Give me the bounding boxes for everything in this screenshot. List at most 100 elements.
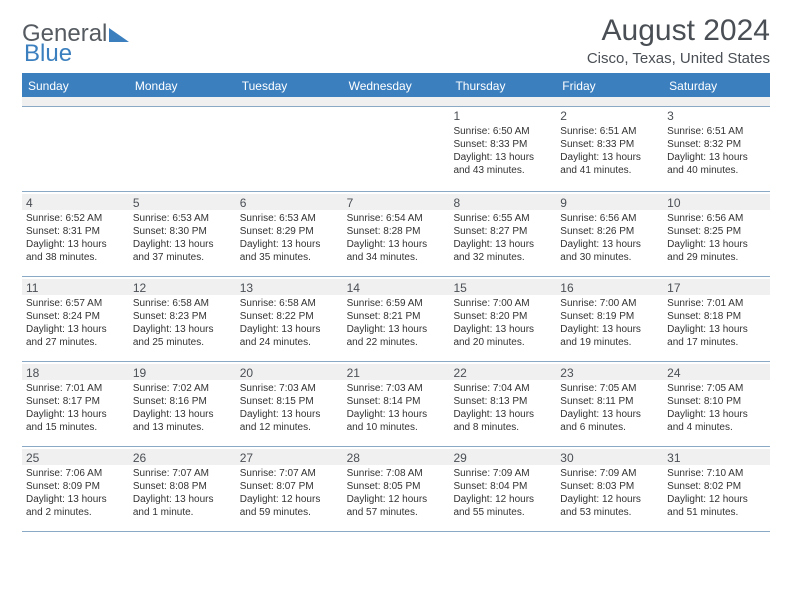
day-number: 19 [129, 364, 236, 380]
calendar-day: 25 Sunrise: 7:06 AMSunset: 8:09 PMDayligh… [22, 447, 129, 531]
calendar-day: 26 Sunrise: 7:07 AMSunset: 8:08 PMDayligh… [129, 447, 236, 531]
calendar-day: 5 Sunrise: 6:53 AMSunset: 8:30 PMDaylight… [129, 192, 236, 276]
day-number: 31 [663, 449, 770, 465]
day-info: Sunrise: 7:00 AMSunset: 8:20 PMDaylight:… [453, 297, 552, 349]
logo-triangle-icon [109, 28, 129, 42]
calendar-week: 18 Sunrise: 7:01 AMSunset: 8:17 PMDayligh… [22, 362, 770, 447]
calendar-day: 31 Sunrise: 7:10 AMSunset: 8:02 PMDayligh… [663, 447, 770, 531]
day-number: 23 [556, 364, 663, 380]
day-number: 15 [449, 279, 556, 295]
weekday-header: SundayMondayTuesdayWednesdayThursdayFrid… [22, 75, 770, 97]
header-spacer [22, 97, 770, 107]
day-info: Sunrise: 7:09 AMSunset: 8:04 PMDaylight:… [453, 467, 552, 519]
day-info: Sunrise: 7:10 AMSunset: 8:02 PMDaylight:… [667, 467, 766, 519]
calendar-day: 19 Sunrise: 7:02 AMSunset: 8:16 PMDayligh… [129, 362, 236, 446]
day-number: 12 [129, 279, 236, 295]
calendar-day: 10Sunrise: 6:56 AMSunset: 8:25 PMDayligh… [663, 192, 770, 276]
day-info: Sunrise: 7:07 AMSunset: 8:08 PMDaylight:… [133, 467, 232, 519]
day-number: 28 [343, 449, 450, 465]
day-number: 11 [22, 279, 129, 295]
brand-part2: Blue [24, 40, 72, 67]
day-info: Sunrise: 7:05 AMSunset: 8:11 PMDaylight:… [560, 382, 659, 434]
day-info: Sunrise: 6:53 AMSunset: 8:29 PMDaylight:… [240, 212, 339, 264]
day-info: Sunrise: 7:01 AMSunset: 8:17 PMDaylight:… [26, 382, 125, 434]
calendar-day: 27 Sunrise: 7:07 AMSunset: 8:07 PMDayligh… [236, 447, 343, 531]
day-info: Sunrise: 6:58 AMSunset: 8:23 PMDaylight:… [133, 297, 232, 349]
day-number: 4 [22, 194, 129, 210]
day-number: 21 [343, 364, 450, 380]
weekday-label: Monday [129, 75, 236, 97]
day-info: Sunrise: 7:00 AMSunset: 8:19 PMDaylight:… [560, 297, 659, 349]
location-subtitle: Cisco, Texas, United States [587, 50, 770, 67]
day-info: Sunrise: 7:03 AMSunset: 8:15 PMDaylight:… [240, 382, 339, 434]
day-number: 1 [453, 109, 552, 125]
day-info: Sunrise: 6:53 AMSunset: 8:30 PMDaylight:… [133, 212, 232, 264]
calendar-day: 2Sunrise: 6:51 AMSunset: 8:33 PMDaylight… [556, 107, 663, 191]
calendar-day: 15 Sunrise: 7:00 AMSunset: 8:20 PMDayligh… [449, 277, 556, 361]
day-number: 16 [556, 279, 663, 295]
day-number: 5 [129, 194, 236, 210]
day-number: 3 [667, 109, 766, 125]
calendar-day: 17 Sunrise: 7:01 AMSunset: 8:18 PMDayligh… [663, 277, 770, 361]
calendar-day: 11Sunrise: 6:57 AMSunset: 8:24 PMDayligh… [22, 277, 129, 361]
day-info: Sunrise: 7:01 AMSunset: 8:18 PMDaylight:… [667, 297, 766, 349]
weekday-label: Friday [556, 75, 663, 97]
calendar-day: 16 Sunrise: 7:00 AMSunset: 8:19 PMDayligh… [556, 277, 663, 361]
day-info: Sunrise: 7:02 AMSunset: 8:16 PMDaylight:… [133, 382, 232, 434]
day-number: 18 [22, 364, 129, 380]
day-number: 20 [236, 364, 343, 380]
calendar: SundayMondayTuesdayWednesdayThursdayFrid… [22, 73, 770, 532]
day-number: 10 [663, 194, 770, 210]
calendar-day [343, 107, 450, 191]
weekday-label: Thursday [449, 75, 556, 97]
calendar-day: 24Sunrise: 7:05 AMSunset: 8:10 PMDayligh… [663, 362, 770, 446]
day-number: 6 [236, 194, 343, 210]
weekday-label: Tuesday [236, 75, 343, 97]
calendar-day: 29 Sunrise: 7:09 AMSunset: 8:04 PMDayligh… [449, 447, 556, 531]
calendar-day: 8 Sunrise: 6:55 AMSunset: 8:27 PMDaylight… [449, 192, 556, 276]
brand-part2-wrap: Blue [24, 40, 72, 68]
day-info: Sunrise: 7:03 AMSunset: 8:14 PMDaylight:… [347, 382, 446, 434]
day-info: Sunrise: 7:07 AMSunset: 8:07 PMDaylight:… [240, 467, 339, 519]
day-info: Sunrise: 6:59 AMSunset: 8:21 PMDaylight:… [347, 297, 446, 349]
calendar-day: 23 Sunrise: 7:05 AMSunset: 8:11 PMDayligh… [556, 362, 663, 446]
day-info: Sunrise: 7:08 AMSunset: 8:05 PMDaylight:… [347, 467, 446, 519]
weekday-label: Wednesday [343, 75, 450, 97]
day-number: 26 [129, 449, 236, 465]
calendar-day: 4 Sunrise: 6:52 AMSunset: 8:31 PMDaylight… [22, 192, 129, 276]
calendar-day: 12 Sunrise: 6:58 AMSunset: 8:23 PMDayligh… [129, 277, 236, 361]
day-info: Sunrise: 6:58 AMSunset: 8:22 PMDaylight:… [240, 297, 339, 349]
calendar-day: 7Sunrise: 6:54 AMSunset: 8:28 PMDaylight… [343, 192, 450, 276]
calendar-day [129, 107, 236, 191]
day-info: Sunrise: 7:06 AMSunset: 8:09 PMDaylight:… [26, 467, 125, 519]
day-number: 8 [449, 194, 556, 210]
day-number: 13 [236, 279, 343, 295]
day-number: 29 [449, 449, 556, 465]
day-number: 17 [663, 279, 770, 295]
calendar-day: 14 Sunrise: 6:59 AMSunset: 8:21 PMDayligh… [343, 277, 450, 361]
calendar-day: 20 Sunrise: 7:03 AMSunset: 8:15 PMDayligh… [236, 362, 343, 446]
day-number: 22 [449, 364, 556, 380]
calendar-day: 3Sunrise: 6:51 AMSunset: 8:32 PMDaylight… [663, 107, 770, 191]
calendar-day [236, 107, 343, 191]
day-number: 25 [22, 449, 129, 465]
weekday-label: Sunday [22, 75, 129, 97]
calendar-week: 25 Sunrise: 7:06 AMSunset: 8:09 PMDayligh… [22, 447, 770, 532]
calendar-day: 9Sunrise: 6:56 AMSunset: 8:26 PMDaylight… [556, 192, 663, 276]
day-info: Sunrise: 6:52 AMSunset: 8:31 PMDaylight:… [26, 212, 125, 264]
day-info: Sunrise: 6:55 AMSunset: 8:27 PMDaylight:… [453, 212, 552, 264]
day-number: 24 [663, 364, 770, 380]
day-number: 27 [236, 449, 343, 465]
header: General August 2024 Cisco, Texas, United… [22, 14, 770, 67]
day-number: 14 [343, 279, 450, 295]
day-info: Sunrise: 6:51 AMSunset: 8:32 PMDaylight:… [667, 125, 766, 177]
day-info: Sunrise: 6:51 AMSunset: 8:33 PMDaylight:… [560, 125, 659, 177]
calendar-week: 1Sunrise: 6:50 AMSunset: 8:33 PMDaylight… [22, 107, 770, 192]
page-title: August 2024 [587, 14, 770, 48]
calendar-day: 21 Sunrise: 7:03 AMSunset: 8:14 PMDayligh… [343, 362, 450, 446]
day-info: Sunrise: 7:04 AMSunset: 8:13 PMDaylight:… [453, 382, 552, 434]
calendar-day: 30Sunrise: 7:09 AMSunset: 8:03 PMDayligh… [556, 447, 663, 531]
weekday-label: Saturday [663, 75, 770, 97]
calendar-day: 22 Sunrise: 7:04 AMSunset: 8:13 PMDayligh… [449, 362, 556, 446]
calendar-day: 6 Sunrise: 6:53 AMSunset: 8:29 PMDaylight… [236, 192, 343, 276]
